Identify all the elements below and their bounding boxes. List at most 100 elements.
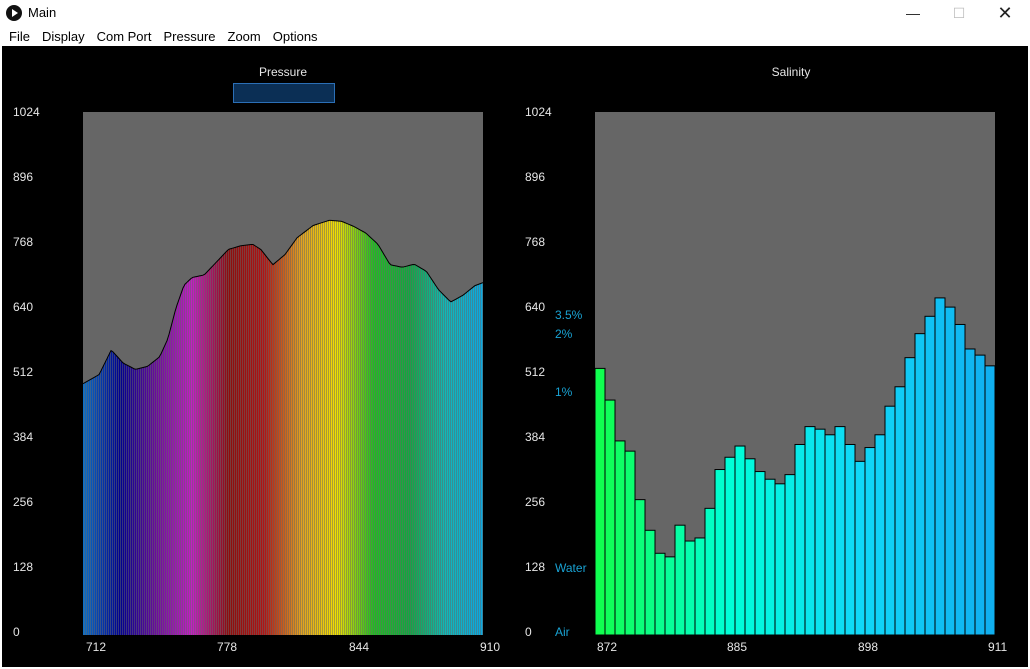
pressure-bar xyxy=(345,223,347,635)
pressure-bar xyxy=(433,282,435,635)
pressure-y-tick: 0 xyxy=(13,625,20,639)
pressure-bar xyxy=(101,368,103,635)
pressure-bars xyxy=(83,219,483,635)
pressure-bar xyxy=(375,242,377,635)
menu-bar: File Display Com Port Pressure Zoom Opti… xyxy=(0,26,1030,46)
pressure-bar xyxy=(177,302,179,635)
pressure-bar xyxy=(169,330,171,635)
pressure-bar xyxy=(123,363,125,635)
pressure-bar xyxy=(477,284,479,635)
pressure-bar xyxy=(453,300,455,635)
salinity-y-tick: 512 xyxy=(525,365,546,379)
pressure-bar xyxy=(393,265,395,635)
pressure-bar xyxy=(303,232,305,635)
pressure-y-tick: 384 xyxy=(13,430,34,444)
pressure-chart-title: Pressure xyxy=(258,65,308,79)
pressure-bar xyxy=(291,244,293,635)
pressure-bar xyxy=(411,264,413,635)
pressure-bar xyxy=(445,297,447,635)
salinity-bar xyxy=(874,434,886,635)
pressure-bar xyxy=(125,364,127,635)
pressure-bar xyxy=(447,299,449,635)
pressure-bar xyxy=(387,261,389,635)
pressure-bar xyxy=(83,383,85,635)
pressure-bar xyxy=(141,367,143,635)
pressure-bar xyxy=(355,227,357,635)
pressure-bar xyxy=(171,323,173,635)
salinity-bar xyxy=(644,529,656,635)
pressure-bar xyxy=(431,279,433,635)
menu-com-port[interactable]: Com Port xyxy=(96,28,152,44)
salinity-bar xyxy=(944,306,956,635)
pressure-bar xyxy=(369,236,371,635)
pressure-plot-area xyxy=(83,112,483,635)
menu-pressure[interactable]: Pressure xyxy=(163,28,216,44)
pressure-bar xyxy=(97,375,99,635)
pressure-bar xyxy=(135,369,137,635)
salinity-y-tick: 896 xyxy=(525,170,546,184)
pressure-bar xyxy=(373,240,375,635)
salinity-bar xyxy=(984,365,995,635)
menu-zoom[interactable]: Zoom xyxy=(227,28,261,44)
pressure-bar xyxy=(389,264,391,635)
salinity-bar xyxy=(684,540,696,635)
pressure-bar xyxy=(297,236,299,635)
pressure-bar xyxy=(237,246,239,635)
salinity-annotation-3-5-percent: 3.5% xyxy=(555,308,583,322)
salinity-bar xyxy=(734,445,746,635)
pressure-bar xyxy=(271,263,273,635)
pressure-bar xyxy=(279,258,281,635)
pressure-bar xyxy=(449,301,451,635)
pressure-bar xyxy=(281,257,283,635)
pressure-bar xyxy=(299,235,301,635)
salinity-y-tick: 1024 xyxy=(525,105,552,119)
salinity-annotation-1-percent: 1% xyxy=(555,385,573,399)
salinity-bar xyxy=(714,469,726,635)
minimize-button[interactable]: — xyxy=(906,5,920,21)
pressure-value-box[interactable] xyxy=(233,83,335,103)
pressure-bar xyxy=(117,357,119,635)
pressure-bar xyxy=(337,221,339,635)
pressure-bar xyxy=(335,220,337,635)
pressure-bar xyxy=(329,220,331,635)
pressure-y-tick: 896 xyxy=(13,170,34,184)
pressure-bar xyxy=(109,352,111,635)
pressure-bar xyxy=(167,338,169,635)
pressure-bar xyxy=(407,265,409,635)
pressure-bar xyxy=(193,277,195,635)
salinity-bar xyxy=(664,556,676,635)
pressure-bar xyxy=(293,242,295,635)
pressure-bar xyxy=(405,266,407,635)
pressure-bar xyxy=(289,247,291,635)
title-bar: Main — ☐ ✕ xyxy=(0,0,1030,26)
pressure-bar xyxy=(441,293,443,635)
pressure-bar xyxy=(157,358,159,635)
salinity-x-tick: 885 xyxy=(727,640,748,654)
salinity-bar xyxy=(934,297,946,635)
pressure-bar xyxy=(103,364,105,635)
pressure-bar xyxy=(173,315,175,635)
pressure-bar xyxy=(155,359,157,635)
close-button[interactable]: ✕ xyxy=(997,2,1013,23)
pressure-bar xyxy=(391,265,393,635)
pressure-bar xyxy=(163,347,165,635)
pressure-bar xyxy=(277,260,279,635)
pressure-bar xyxy=(217,260,219,635)
pressure-bar xyxy=(327,220,329,635)
pressure-bar xyxy=(261,250,263,635)
pressure-bar xyxy=(179,296,181,635)
menu-options[interactable]: Options xyxy=(272,28,318,44)
salinity-y-tick: 640 xyxy=(525,300,546,314)
salinity-bar xyxy=(624,450,636,635)
maximize-button[interactable]: ☐ xyxy=(952,4,966,21)
pressure-bar xyxy=(229,248,231,635)
menu-file[interactable]: File xyxy=(9,28,30,44)
salinity-bar xyxy=(604,399,616,635)
salinity-bar xyxy=(724,456,736,635)
menu-display[interactable]: Display xyxy=(41,28,85,44)
pressure-bar xyxy=(315,224,317,635)
pressure-bar xyxy=(349,224,351,635)
salinity-y-tick: 256 xyxy=(525,495,546,509)
pressure-bar xyxy=(475,285,477,635)
pressure-bar xyxy=(371,238,373,635)
